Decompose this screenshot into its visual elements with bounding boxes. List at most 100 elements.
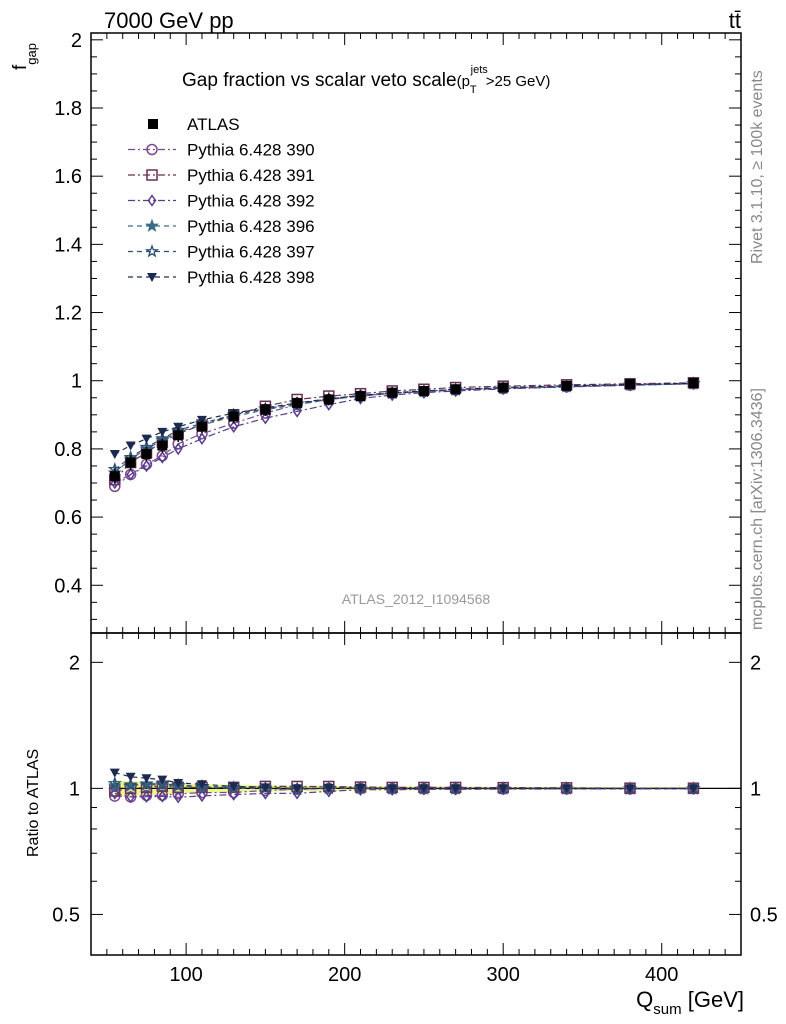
ratio-series-marker: [109, 768, 120, 778]
ratio-series-marker: [323, 783, 334, 793]
series-marker: [173, 442, 183, 456]
ratio-series-marker: [387, 784, 398, 794]
y-tick-label: 0.8: [54, 439, 82, 461]
legend-label: Pythia 6.428 391: [187, 166, 315, 185]
legend-label: Pythia 6.428 390: [187, 141, 315, 160]
ratio-y-tick-label: 2: [69, 652, 80, 674]
data-point: [418, 385, 429, 396]
ratio-series-marker: [126, 790, 136, 804]
title-cut: (p: [457, 73, 470, 90]
data-point: [498, 382, 509, 393]
ratio-panel: 100 200 300 400 0.5 0.5 1 1 2 2: [52, 33, 778, 986]
series-marker: [110, 476, 120, 490]
y-tick-label: 1.2: [54, 303, 82, 325]
ratio-series-marker: [418, 784, 429, 794]
x-tick-label: 400: [645, 964, 678, 986]
series-marker: [126, 468, 136, 481]
data-point: [260, 404, 271, 415]
y-tick-label: 1.4: [54, 234, 82, 256]
ratio-series-marker: [173, 779, 184, 789]
data-point: [125, 457, 136, 468]
legend-marker: [148, 119, 158, 129]
y-tick-label: 2: [71, 30, 82, 52]
ratio-series-marker: [561, 784, 572, 794]
y-tick-label: 0.4: [54, 575, 82, 597]
analysis-watermark: ATLAS_2012_I1094568: [342, 591, 491, 607]
data-point: [323, 394, 334, 405]
ratio-series-marker: [260, 783, 271, 793]
legend-label: Pythia 6.428 392: [187, 192, 315, 211]
ratio-series-marker: [139, 776, 154, 790]
ratio-series-marker: [155, 776, 170, 790]
title-cut-sub: T: [470, 84, 477, 96]
ratio-series-marker: [292, 784, 303, 794]
series-marker: [157, 451, 167, 464]
series-marker: [173, 422, 184, 432]
x-tick-label: 300: [487, 964, 520, 986]
data-point: [625, 379, 636, 390]
series-marker: [229, 420, 239, 434]
y-tick-label: 1: [71, 371, 82, 393]
x-tick-label: 100: [169, 964, 202, 986]
source-info: mcplots.cern.ch [arXiv:1306.3436]: [749, 388, 766, 630]
ratio-series-marker: [688, 784, 699, 794]
series-marker: [142, 459, 151, 473]
title-cut-sup: jets: [470, 64, 489, 76]
data-point: [561, 380, 572, 391]
legend-marker: [147, 194, 157, 207]
data-point: [292, 397, 303, 408]
series-marker: [260, 411, 270, 425]
data-point: [387, 387, 398, 398]
ratio-y-tick-label: 0.5: [750, 904, 778, 926]
y-tick-label: 1.8: [54, 98, 82, 120]
ratio-y-tick-label: 2: [750, 652, 761, 674]
series-marker: [292, 405, 302, 418]
data-point: [450, 384, 461, 395]
process-label: tt̄: [729, 8, 741, 33]
data-point: [109, 471, 120, 482]
legend-marker: [146, 143, 158, 156]
ratio-series-marker: [107, 775, 122, 790]
ratio-series-marker: [625, 784, 636, 794]
y-tick-label: 1.6: [54, 166, 82, 188]
series-line: [114, 382, 694, 481]
data-point: [196, 421, 207, 432]
ratio-series-marker: [125, 772, 136, 782]
data-point: [141, 449, 152, 460]
energy-label: 7000 GeV pp: [104, 8, 234, 33]
legend-marker: [144, 244, 160, 258]
y-axis-label-ratio: Ratio to ATLAS: [25, 749, 42, 857]
series-line: [114, 382, 694, 455]
ratio-series-marker: [141, 774, 152, 784]
ratio-y-tick-label: 1: [69, 778, 80, 800]
ratio-series-marker: [450, 784, 461, 794]
ratio-series-marker: [157, 775, 168, 785]
legend-marker: [147, 273, 157, 282]
y-axis-label-main: fgap: [10, 43, 39, 70]
x-tick-label: 200: [328, 964, 361, 986]
ratio-series-marker: [123, 777, 138, 791]
series-marker: [109, 450, 120, 460]
ratio-series-marker: [196, 780, 207, 790]
data-point: [688, 378, 699, 389]
data-point: [228, 411, 239, 422]
main-panel: 0.4 0.6 0.8 1 1.2 1.4 1.6 1.8 2 ATLAS Pythia 6.428…: [54, 30, 742, 955]
ratio-series-marker: [157, 790, 167, 803]
ratio-series-marker: [197, 789, 207, 803]
ratio-y-tick-label: 0.5: [52, 904, 80, 926]
title-cut-tail: >25 GeV): [486, 73, 551, 90]
series-marker: [197, 432, 207, 445]
x-axis-label: Qsum [GeV]: [636, 987, 744, 1018]
series-marker: [141, 434, 152, 444]
ratio-series-marker: [110, 787, 120, 800]
legend-label: Pythia 6.428 396: [187, 217, 315, 236]
legend-label: Pythia 6.428 398: [187, 268, 315, 287]
ratio-frame: [90, 632, 742, 956]
ratio-y-tick-label: 1: [750, 778, 761, 800]
ratio-series-marker: [355, 783, 366, 793]
ratio-series-marker: [173, 790, 183, 804]
legend-label: Pythia 6.428 397: [187, 243, 315, 262]
series-marker: [157, 427, 168, 437]
series-marker: [125, 441, 136, 451]
